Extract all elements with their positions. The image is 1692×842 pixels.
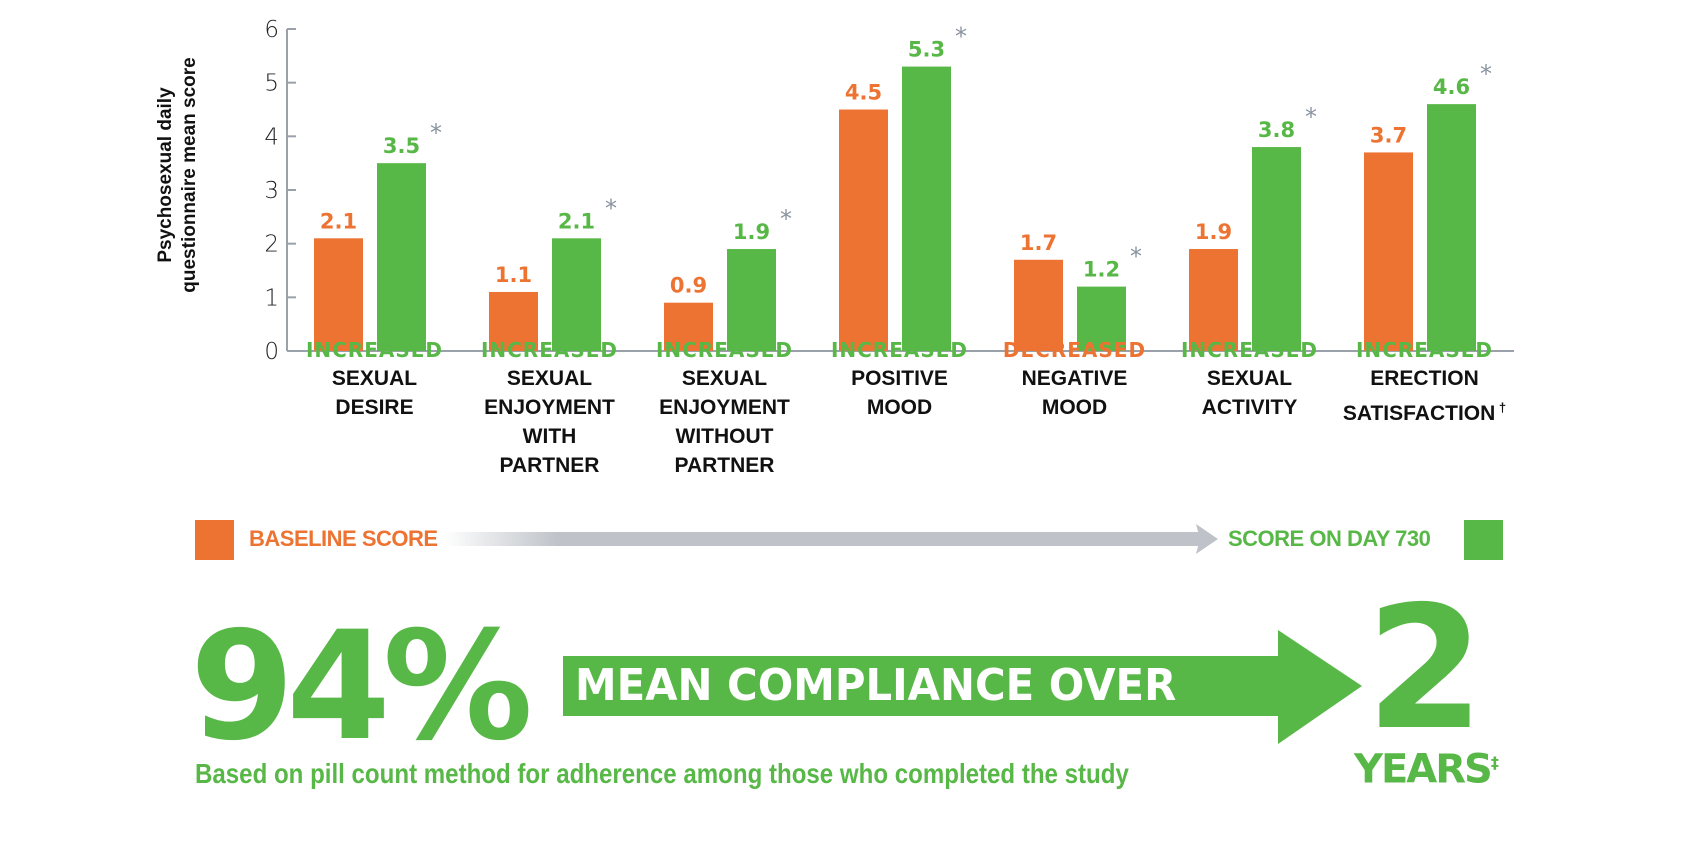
value-label-baseline: 1.9 [1195,220,1232,244]
category-name-line: DESIRE [335,396,414,419]
legend-arrow-shaft [444,532,1204,546]
category-name-line: NEGATIVE [1021,367,1128,390]
bar-day730 [552,238,601,351]
significance-asterisk: * [955,23,967,51]
category-label: INCREASED ERECTION SATISFACTION † [1337,336,1512,428]
category-footnote-mark: † [1495,400,1507,415]
value-label-day730: 5.3 [908,38,945,62]
category-name-line: MOOD [1041,396,1108,419]
bar-day730 [377,163,426,351]
change-direction: INCREASED [1180,338,1319,362]
change-direction: DECREASED [1002,338,1147,362]
y-tick-label: 5 [264,71,279,97]
category-label: INCREASED SEXUAL DESIRE [287,336,462,422]
category-name-line: PARTNER [499,454,600,477]
category-name-line: SEXUAL [1206,367,1293,390]
category-name-line: WITH [522,425,577,448]
bar-baseline [1364,152,1413,351]
years-number: 2 [1366,570,1485,768]
compliance-arrow-text: MEAN COMPLIANCE OVER [575,660,1177,711]
change-direction: INCREASED [1355,338,1494,362]
category-name-line: SEXUAL [506,367,593,390]
bar-day730 [727,249,776,351]
legend-day730-label: SCORE ON DAY 730 [1228,526,1431,551]
category-name-line: WITHOUT [675,425,774,448]
compliance-arrow [563,630,1362,744]
category-label: INCREASED SEXUAL ENJOYMENT WITH PARTNER [462,336,637,480]
change-direction: INCREASED [305,338,444,362]
legend-baseline-swatch [195,520,234,560]
y-axis-title: Psychosexual daily questionnaire mean sc… [155,57,200,293]
bar-day730 [1077,286,1126,351]
category-label: INCREASED SEXUAL ACTIVITY [1162,336,1337,422]
bar-baseline [1014,259,1063,351]
years-label: YEARS‡ [1354,741,1499,791]
value-label-day730: 1.9 [733,220,770,244]
value-label-day730: 1.2 [1083,258,1120,282]
significance-asterisk: * [1305,103,1317,131]
value-label-day730: 4.6 [1433,75,1470,99]
value-label-baseline: 1.7 [1020,231,1057,255]
years-footnote-mark: ‡ [1490,753,1499,772]
bar-baseline [489,291,538,351]
y-tick-label: 0 [264,339,279,365]
significance-asterisk: * [605,194,617,222]
category-name-line: SATISFACTION † [1342,400,1507,425]
y-tick-label: 4 [264,124,279,150]
category-name-line: ENJOYMENT [484,396,615,419]
value-label-baseline: 2.1 [320,209,357,233]
value-label-baseline: 0.9 [670,274,707,298]
category-name-line: SEXUAL [681,367,768,390]
compliance-percent: 94% [190,600,533,774]
change-direction: INCREASED [480,338,619,362]
value-label-baseline: 4.5 [845,81,882,105]
bar-day730 [1427,104,1476,351]
bar-baseline [839,109,888,351]
years-text: YEARS [1354,746,1493,793]
legend-day730-swatch [1464,520,1503,560]
y-tick-label: 1 [264,285,279,311]
category-name-line: POSITIVE [851,367,948,390]
bar-baseline [314,238,363,351]
value-label-baseline: 3.7 [1370,123,1407,147]
y-tick-label: 6 [264,17,279,43]
value-label-baseline: 1.1 [495,263,532,287]
category-label: INCREASED SEXUAL ENJOYMENT WITHOUT PARTNER [637,336,812,480]
legend-baseline-label: BASELINE SCORE [249,526,438,551]
value-label-day730: 2.1 [558,209,595,233]
significance-asterisk: * [780,205,792,233]
value-label-day730: 3.5 [383,134,420,158]
category-name-line: ERECTION [1370,367,1479,390]
value-label-day730: 3.8 [1258,118,1295,142]
bar-day730 [902,66,951,352]
y-tick-label: 2 [264,232,279,258]
category-label: DECREASED NEGATIVE MOOD [987,336,1162,422]
category-name-line: ACTIVITY [1201,396,1298,419]
bar-baseline [664,302,713,351]
significance-asterisk: * [1480,60,1492,88]
change-direction: INCREASED [655,338,794,362]
category-name-line: ENJOYMENT [659,396,790,419]
category-name-line: PARTNER [674,454,775,477]
bar-day730 [1252,147,1301,351]
significance-asterisk: * [430,119,442,147]
category-name-line: MOOD [866,396,933,419]
legend-arrow-head [1196,524,1218,554]
y-tick-label: 3 [264,178,279,204]
compliance-footnote: Based on pill count method for adherence… [195,758,1129,789]
category-name-line: SEXUAL [331,367,418,390]
bar-baseline [1189,249,1238,351]
category-label: INCREASED POSITIVE MOOD [812,336,987,422]
change-direction: INCREASED [830,338,969,362]
significance-asterisk: * [1130,243,1142,271]
